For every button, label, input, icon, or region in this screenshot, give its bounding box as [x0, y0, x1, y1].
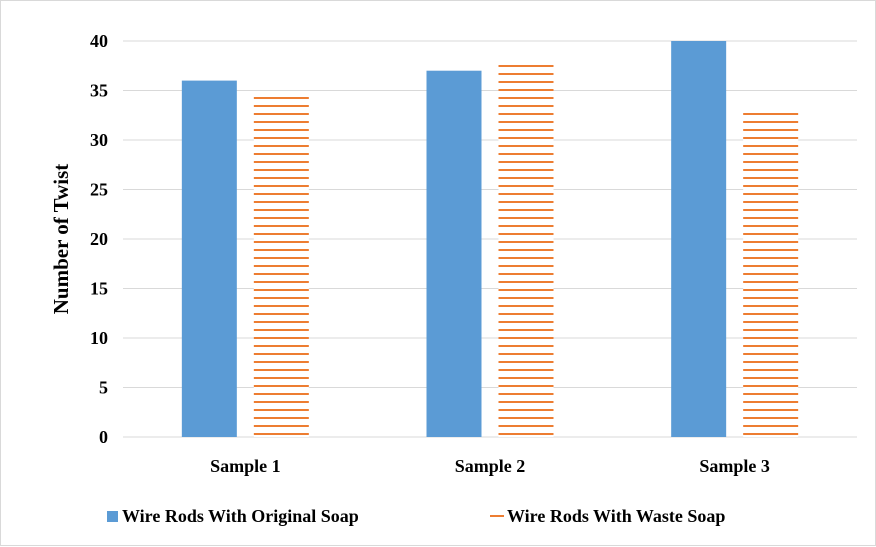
- legend-label-original-soap: Wire Rods With Original Soap: [122, 506, 359, 526]
- x-tick-label: Sample 2: [455, 456, 526, 476]
- y-axis-title: Number of Twist: [49, 164, 73, 315]
- bar-waste-soap: [743, 111, 799, 437]
- y-tick-label: 30: [90, 130, 108, 150]
- y-tick-label: 0: [99, 427, 108, 447]
- bars: [181, 41, 799, 438]
- bar-original-soap: [671, 41, 727, 437]
- y-tick-label: 40: [90, 31, 108, 51]
- legend-label-waste-soap: Wire Rods With Waste Soap: [507, 506, 725, 526]
- legend: Wire Rods With Original Soap Wire Rods Wi…: [107, 506, 725, 526]
- bar-original-soap: [181, 80, 237, 437]
- x-tick-label: Sample 3: [699, 456, 770, 476]
- y-tick-label: 10: [90, 328, 108, 348]
- bar-waste-soap: [253, 93, 309, 437]
- legend-swatch-waste-soap: [490, 515, 504, 517]
- gridlines: [123, 40, 857, 438]
- y-tick-label: 35: [90, 81, 108, 101]
- legend-swatch-original-soap: [107, 511, 118, 522]
- bar-waste-soap: [498, 60, 554, 438]
- y-tick-label: 5: [99, 378, 108, 398]
- x-axis-tick-labels: Sample 1 Sample 2 Sample 3: [210, 456, 770, 476]
- y-tick-label: 20: [90, 229, 108, 249]
- x-tick-label: Sample 1: [210, 456, 281, 476]
- bar-original-soap: [426, 70, 482, 437]
- y-axis-tick-labels: 0 5 10 15 20 25 30 35 40: [90, 31, 108, 447]
- y-tick-label: 25: [90, 180, 108, 200]
- y-tick-label: 15: [90, 279, 108, 299]
